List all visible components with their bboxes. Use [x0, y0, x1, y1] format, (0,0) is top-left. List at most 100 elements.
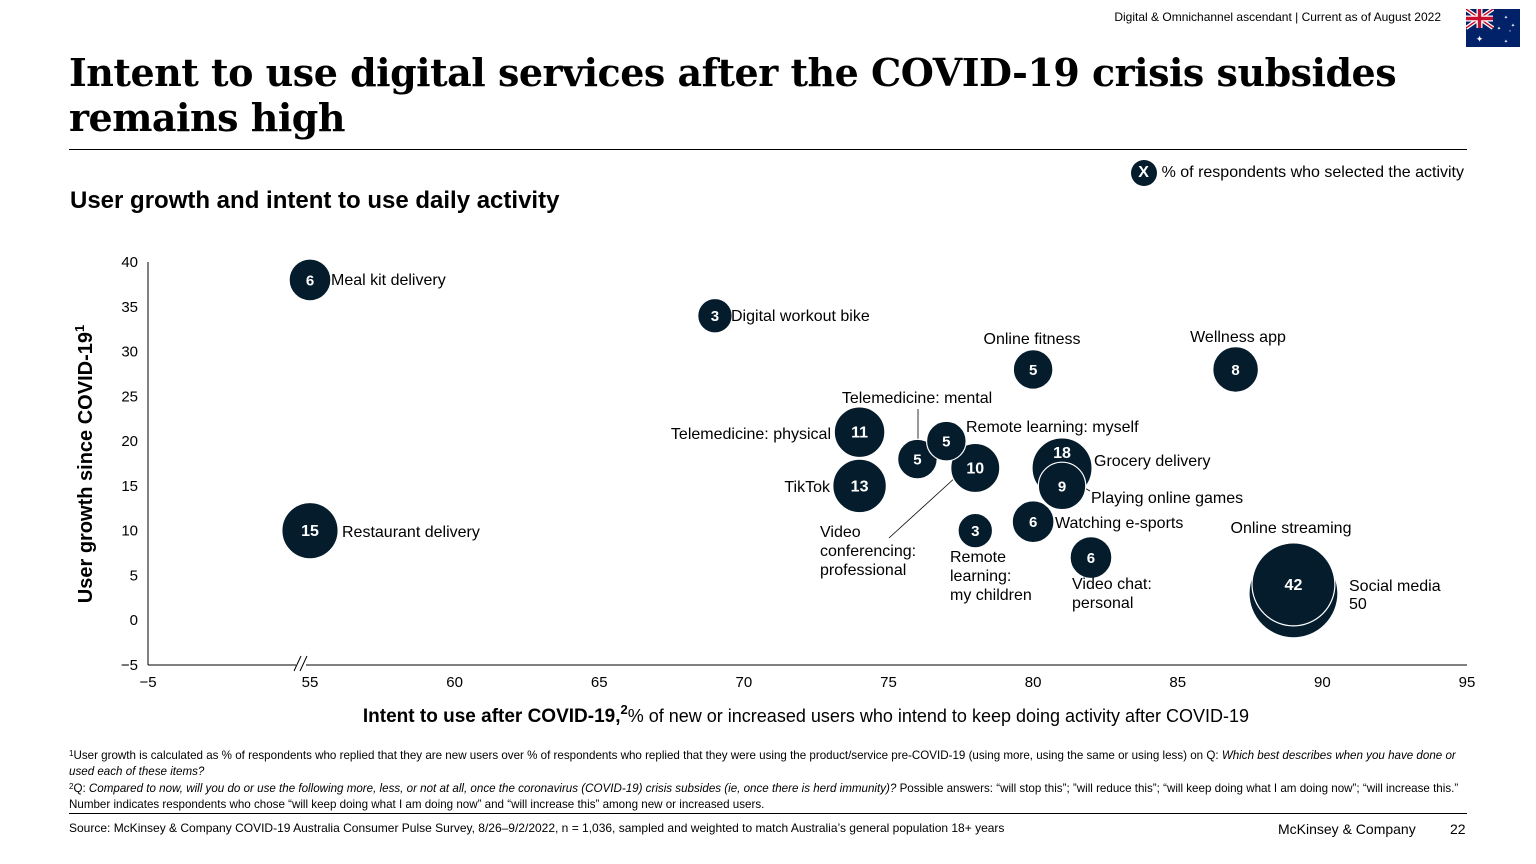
- footnotes: 1User growth is calculated as % of respo…: [69, 746, 1469, 812]
- bubble-value-meal-kit-delivery: 6: [306, 272, 314, 289]
- x-axis-break-icon: [293, 655, 308, 672]
- bubble-video-chat-personal: [1069, 536, 1113, 580]
- label-telemedicine-physical: Telemedicine: physical: [671, 426, 831, 443]
- y-tick-label: 15: [121, 478, 138, 495]
- label-social-media-value: 50: [1349, 596, 1367, 613]
- label-watching-esports: Watching e-sports: [1055, 515, 1183, 532]
- x-tick-label: 90: [1314, 674, 1331, 691]
- footnote-2-text: Possible answers: “will stop this”; ”wil…: [69, 782, 1459, 811]
- footnote-1-mark: 1: [69, 749, 74, 758]
- footnote-2: 2Q: Compared to now, will you do or use …: [69, 779, 1469, 812]
- footnote-2-question: Compared to now, will you do or use the …: [88, 782, 897, 795]
- label-remote-learning-children-3: my children: [950, 587, 1032, 604]
- bubble-remote-learning-my-children: [957, 512, 994, 549]
- svg-text:✦: ✦: [1476, 35, 1484, 45]
- bubble-telemedicine-physical: [833, 406, 886, 459]
- label-tiktok: TikTok: [784, 479, 831, 496]
- label-online-fitness: Online fitness: [984, 331, 1081, 348]
- x-axis-title-sup: 2: [621, 702, 628, 717]
- label-digital-workout-bike: Digital workout bike: [731, 308, 870, 325]
- svg-text:✦: ✦: [1497, 26, 1501, 32]
- y-tick-label: 40: [121, 254, 138, 271]
- page-title: Intent to use digital services after the…: [69, 50, 1397, 140]
- bubble-value-video-chat-personal: 6: [1087, 550, 1095, 567]
- bubble-video-conferencing-professional: [950, 442, 1001, 494]
- y-axis-title: User growth since COVID-191: [72, 325, 97, 603]
- x-tick-label: 65: [591, 674, 608, 691]
- bubble-value-video-conferencing-professional: 10: [966, 460, 984, 477]
- y-tick-label: 10: [121, 523, 138, 540]
- y-tick-label: 5: [130, 567, 138, 584]
- bubble-value-grocery-delivery: 18: [1053, 445, 1071, 462]
- x-tick-label: −5: [139, 674, 156, 691]
- y-axis-title-text: User growth since COVID-19: [75, 332, 97, 603]
- footnote-1-text: User growth is calculated as % of respon…: [73, 749, 1222, 762]
- bubble-online-streaming: [1251, 542, 1336, 627]
- x-tick-label: 80: [1025, 674, 1042, 691]
- y-tick-label: 0: [130, 612, 138, 629]
- y-tick-label: 30: [121, 344, 138, 361]
- label-meal-kit-delivery: Meal kit delivery: [331, 272, 446, 289]
- bubble-labels: Meal kit delivery Restaurant delivery Di…: [331, 272, 1441, 613]
- label-video-conferencing-1: Video: [820, 524, 861, 541]
- brand-name: McKinsey & Company: [1278, 821, 1416, 837]
- label-playing-online-games: Playing online games: [1091, 490, 1243, 507]
- bubble-value-watching-e-sports: 6: [1029, 514, 1037, 531]
- y-tick-label: 20: [121, 433, 138, 450]
- chart-subtitle: User growth and intent to use daily acti…: [70, 187, 560, 214]
- svg-text:✦: ✦: [1509, 29, 1512, 33]
- x-tick-label: 70: [736, 674, 753, 691]
- legend-marker: X: [1130, 160, 1157, 186]
- x-axis-title-bold: Intent to use after COVID-19,: [363, 706, 621, 727]
- chart-legend: X % of respondents who selected the acti…: [1130, 160, 1464, 186]
- y-tick-label: 25: [121, 388, 138, 405]
- label-grocery-delivery: Grocery delivery: [1094, 453, 1210, 470]
- leader-line-video-conferencing: [888, 475, 958, 539]
- label-remote-learning-children-2: learning:: [950, 568, 1011, 585]
- footer-divider: [69, 813, 1467, 814]
- svg-text:✦: ✦: [1504, 39, 1508, 45]
- label-video-conferencing-2: conferencing:: [820, 543, 916, 560]
- bubble-online-fitness: [1012, 349, 1054, 390]
- bubble-tiktok: [832, 458, 887, 514]
- legend-text: % of respondents who selected the activi…: [1161, 164, 1464, 181]
- x-tick-label: 95: [1459, 674, 1476, 691]
- footnote-2-mark: 2: [69, 782, 74, 791]
- footnote-1: 1User growth is calculated as % of respo…: [69, 746, 1469, 779]
- bubble-value-restaurant-delivery: 15: [301, 523, 319, 540]
- label-video-conferencing-3: professional: [820, 562, 906, 579]
- page-number: 22: [1450, 821, 1466, 837]
- y-tick-label: 35: [121, 299, 138, 316]
- bubble-value-online-streaming: 42: [1285, 577, 1303, 594]
- bubble-value-telemedicine-mental: 5: [913, 452, 921, 469]
- label-online-streaming: Online streaming: [1231, 520, 1352, 537]
- bubble-value-wellness-app: 8: [1231, 362, 1239, 379]
- x-tick-label: 55: [302, 674, 319, 691]
- title-divider: [69, 149, 1467, 150]
- x-tick-label: 60: [446, 674, 463, 691]
- australia-flag-icon: ✦ ✦ ✦ ✦ ✦ ✦: [1466, 9, 1520, 47]
- bubble-playing-online-games: [1037, 461, 1087, 511]
- svg-text:✦: ✦: [1511, 23, 1515, 29]
- bubble-value-online-fitness: 5: [1029, 362, 1037, 379]
- x-tick-label: 85: [1169, 674, 1186, 691]
- footnote-2-prefix: Q:: [73, 782, 89, 795]
- bubble-remote-learning-myself: [925, 420, 967, 462]
- label-remote-learning-children-1: Remote: [950, 549, 1006, 566]
- bubble-wellness-app: [1212, 346, 1260, 393]
- bubble-value-telemedicine-physical: 11: [851, 425, 868, 442]
- label-wellness-app: Wellness app: [1190, 329, 1286, 346]
- label-social-media: Social media: [1349, 578, 1441, 595]
- y-axis-title-sup: 1: [72, 325, 87, 332]
- svg-text:✦: ✦: [1504, 15, 1508, 21]
- bubble-value-remote-learning-myself: 5: [942, 434, 950, 451]
- bubble-value-playing-online-games: 9: [1058, 478, 1066, 495]
- source-note: Source: McKinsey & Company COVID-19 Aust…: [69, 821, 1005, 835]
- bubble-value-digital-workout-bike: 3: [711, 308, 719, 325]
- y-tick-label: −5: [121, 657, 138, 674]
- x-axis-title: Intent to use after COVID-19,2% of new o…: [363, 702, 1249, 727]
- label-video-chat-2: personal: [1072, 595, 1133, 612]
- label-video-chat-1: Video chat:: [1072, 576, 1152, 593]
- label-restaurant-delivery: Restaurant delivery: [342, 524, 480, 541]
